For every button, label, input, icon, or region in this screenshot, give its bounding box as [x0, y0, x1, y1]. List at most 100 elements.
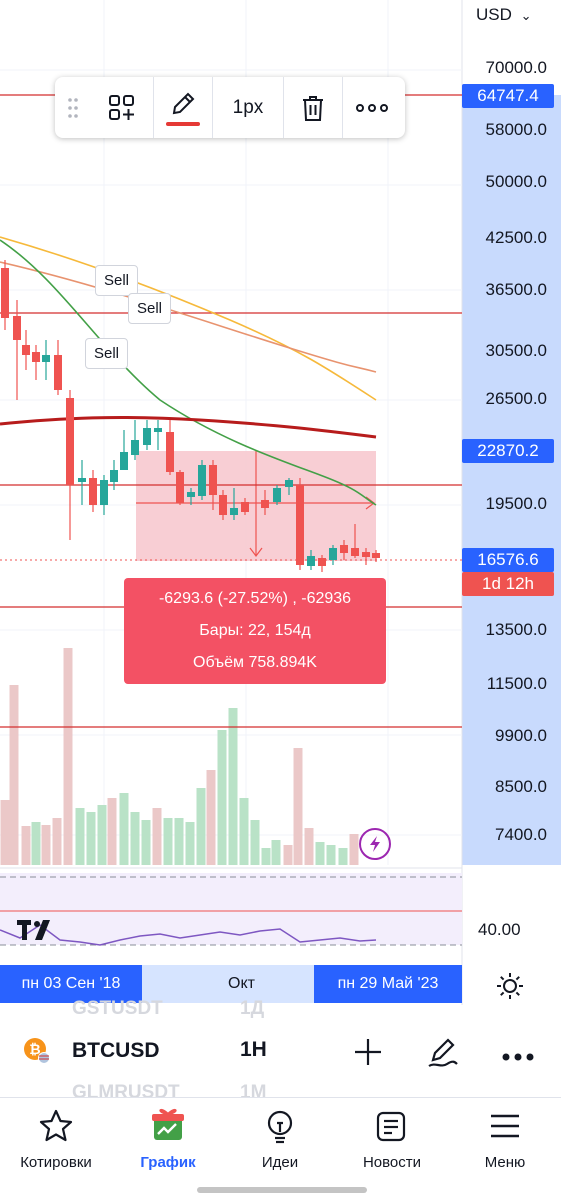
volume-bar — [21, 826, 31, 865]
tab-label: Меню — [484, 1154, 526, 1171]
bitcoin-icon: ₿ — [24, 1038, 50, 1064]
price-axis-label: 11500.0 — [486, 674, 547, 693]
volume-bar — [141, 820, 151, 865]
drawing-toolbar: 1px — [55, 77, 405, 138]
sun-settings-icon — [497, 973, 523, 999]
candle-body — [187, 492, 195, 497]
measure-volume: Объём 758.894K — [193, 654, 317, 671]
ma-green — [0, 239, 377, 506]
volume-bar — [0, 800, 10, 865]
candle-body — [22, 345, 30, 355]
symbol-name: BTCUSD — [72, 1039, 160, 1062]
line-color-button[interactable] — [154, 77, 212, 138]
candle-body — [13, 316, 21, 340]
candle-body — [42, 355, 50, 362]
line-width-button[interactable]: 1px — [213, 77, 283, 138]
volume-bar — [119, 793, 129, 865]
trash-icon — [303, 95, 323, 121]
candle-body — [362, 552, 370, 557]
ma-salmon — [0, 261, 377, 373]
volume-bar — [31, 822, 41, 865]
template-plus-icon — [109, 94, 134, 120]
volume-bar — [52, 818, 62, 865]
quick-trade-button[interactable] — [359, 828, 391, 860]
candles — [1, 260, 380, 572]
volume-bar — [206, 770, 216, 865]
star-icon — [39, 1109, 73, 1142]
volume-bar — [304, 828, 314, 865]
volume-bar — [130, 812, 140, 865]
color-swatch — [166, 121, 200, 126]
currency-label: USD — [476, 5, 512, 24]
volume-bar — [97, 805, 107, 865]
symbol-bar: GSTUSDT 1Д GLMRUSDT 1M ₿ BTCUSD 1H — [0, 998, 561, 1103]
add-symbol-button[interactable] — [353, 1037, 383, 1072]
price-axis-label: 50000.0 — [485, 172, 547, 191]
drawing-tools-button[interactable] — [425, 1034, 461, 1075]
candle-body — [32, 352, 40, 362]
volume-bar — [271, 840, 281, 865]
tab-label: Новости — [362, 1154, 422, 1171]
candle-body — [261, 500, 269, 508]
price-axis-label: 13500.0 — [485, 620, 547, 639]
volume-bar — [63, 648, 73, 865]
price-chart[interactable] — [0, 0, 561, 1010]
tab-news[interactable]: Новости — [336, 1098, 448, 1201]
candle-body — [230, 508, 238, 515]
candle-body — [100, 480, 108, 505]
sell-signal-label: Sell — [128, 293, 172, 324]
price-axis-label: 8500.0 — [495, 777, 547, 796]
interval-selector[interactable]: 1H — [240, 1038, 267, 1061]
tab-label: Котировки — [20, 1154, 92, 1171]
price-axis-label: 9900.0 — [495, 726, 547, 745]
add-to-favorites-button[interactable] — [91, 77, 153, 138]
symbol-selector[interactable]: ₿ BTCUSD — [22, 1036, 160, 1066]
lightbulb-icon — [267, 1110, 293, 1144]
tab-label: График — [140, 1154, 196, 1171]
price-axis-label: 26500.0 — [485, 389, 547, 408]
tradingview-logo — [17, 918, 57, 947]
candle-body — [78, 478, 86, 482]
currency-selector[interactable]: USD ⌄ — [476, 5, 532, 25]
measure-tooltip: -6293.6 (-27.52%) , -62936 Бары: 22, 154… — [124, 578, 386, 684]
chart-settings-button[interactable] — [496, 972, 524, 1005]
candle-body — [120, 452, 128, 470]
measure-change: -6293.6 (-27.52%) , -62936 — [158, 590, 352, 607]
volume-bar — [86, 812, 96, 865]
volume-bar — [283, 845, 293, 865]
tv-logo-icon — [17, 920, 50, 940]
volume-bar — [338, 848, 348, 865]
line-price-tag: 64747.4 — [462, 84, 554, 108]
volume-bar — [41, 825, 51, 865]
delete-button[interactable] — [284, 77, 342, 138]
drag-dots-icon — [68, 97, 78, 118]
candle-body — [285, 480, 293, 487]
countdown-tag: 1d 12h — [462, 572, 554, 596]
candle-body — [372, 553, 380, 558]
volume-bar — [217, 730, 227, 865]
more-options-button[interactable] — [343, 77, 401, 138]
time-range-start: пн 03 Сен '18 — [0, 965, 142, 1003]
volume-bar — [152, 808, 162, 865]
time-axis-month: Окт — [228, 975, 255, 992]
tab-chart[interactable]: График — [112, 1098, 224, 1201]
volume-bar — [250, 820, 260, 865]
ma-200 — [0, 415, 377, 439]
plus-icon — [355, 1039, 381, 1065]
news-icon — [376, 1111, 406, 1142]
tab-menu[interactable]: Меню — [449, 1098, 561, 1201]
volume-bar — [185, 822, 195, 865]
rsi-axis-label: 40.00 — [478, 920, 521, 939]
candle-body — [296, 485, 304, 565]
lightning-icon — [370, 836, 380, 852]
candle-body — [273, 488, 281, 502]
price-axis-label: 70000.0 — [485, 58, 547, 77]
tab-ideas[interactable]: Идеи — [224, 1098, 336, 1201]
tab-quotes[interactable]: Котировки — [0, 1098, 112, 1201]
bottom-tab-bar: Котировки График Идеи Новости Меню — [0, 1097, 561, 1201]
drag-handle[interactable] — [55, 77, 91, 138]
volume-bar — [196, 788, 206, 865]
ma-orange — [0, 236, 377, 401]
more-menu-button[interactable] — [502, 1048, 534, 1066]
ellipsis-icon — [356, 103, 388, 112]
